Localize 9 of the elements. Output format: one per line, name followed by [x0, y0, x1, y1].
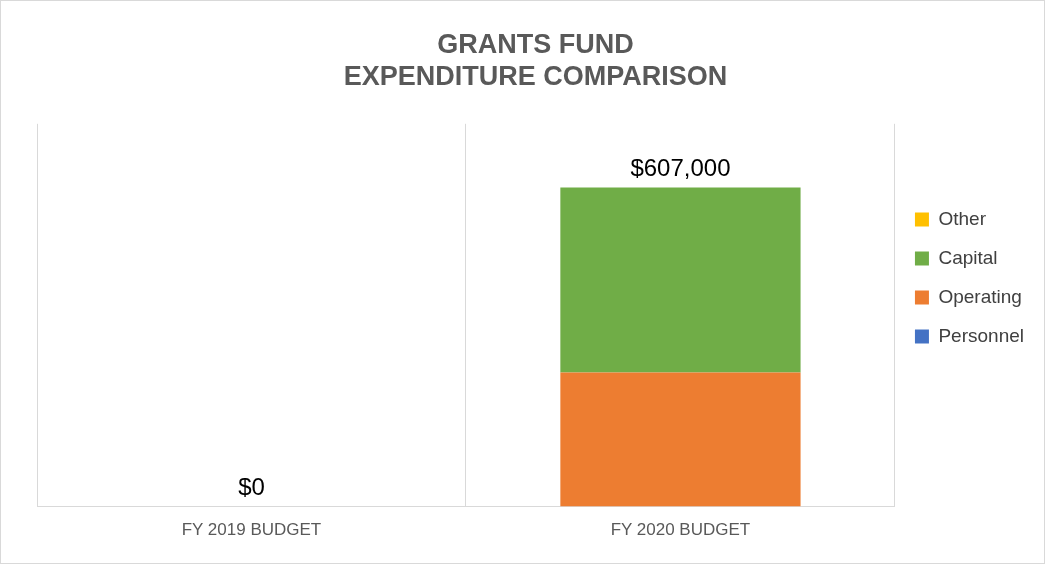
x-tick-label: FY 2019 BUDGET — [181, 520, 322, 540]
x-tick-label: FY 2020 BUDGET — [610, 520, 751, 540]
legend-label: Capital — [938, 246, 998, 268]
legend-label: Operating — [938, 285, 1022, 307]
chart-title: GRANTS FUND EXPENDITURE COMPARISON — [343, 28, 728, 92]
legend-label: Personnel — [938, 324, 1025, 346]
annotation: $0 — [238, 473, 265, 501]
annotation: $607,000 — [630, 154, 731, 182]
legend-label: Other — [938, 207, 987, 229]
